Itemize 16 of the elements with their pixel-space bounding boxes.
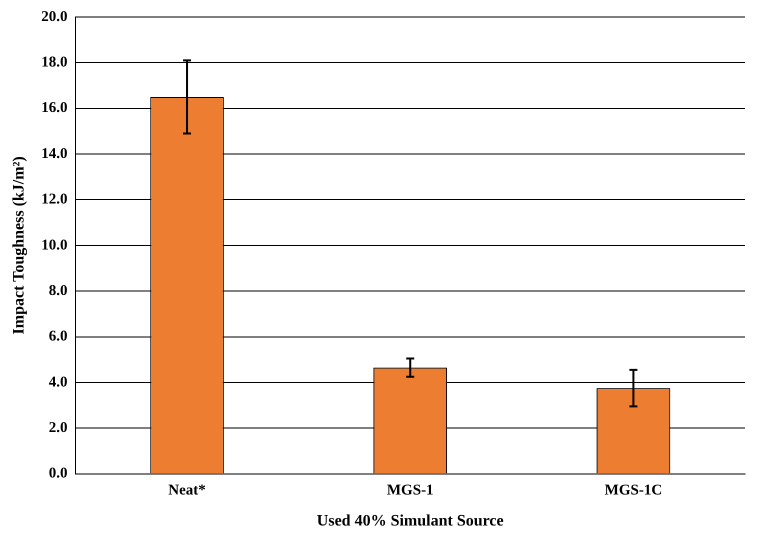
x-tick-label: Neat* xyxy=(168,482,206,499)
y-tick-label: 18.0 xyxy=(41,54,68,71)
x-axis-title: Used 40% Simulant Source xyxy=(316,512,504,530)
y-tick-label: 4.0 xyxy=(48,374,68,390)
y-tick-label: 6.0 xyxy=(48,328,68,345)
x-tick-label: MGS-1 xyxy=(386,482,434,499)
y-tick-label: 14.0 xyxy=(41,146,68,162)
y-tick-label: 10.0 xyxy=(41,237,68,254)
y-axis-title: Impact Toughness (kJ/m²) xyxy=(10,156,28,334)
y-tick-label: 0.0 xyxy=(48,466,68,482)
y-tick-label: 2.0 xyxy=(48,420,68,436)
y-tick-label: 8.0 xyxy=(48,282,68,299)
y-tick-label: 12.0 xyxy=(41,192,68,208)
x-tick-label: MGS-1C xyxy=(604,482,662,499)
y-tick-label: 16.0 xyxy=(41,100,68,116)
y-tick-label: 20.0 xyxy=(41,8,68,25)
